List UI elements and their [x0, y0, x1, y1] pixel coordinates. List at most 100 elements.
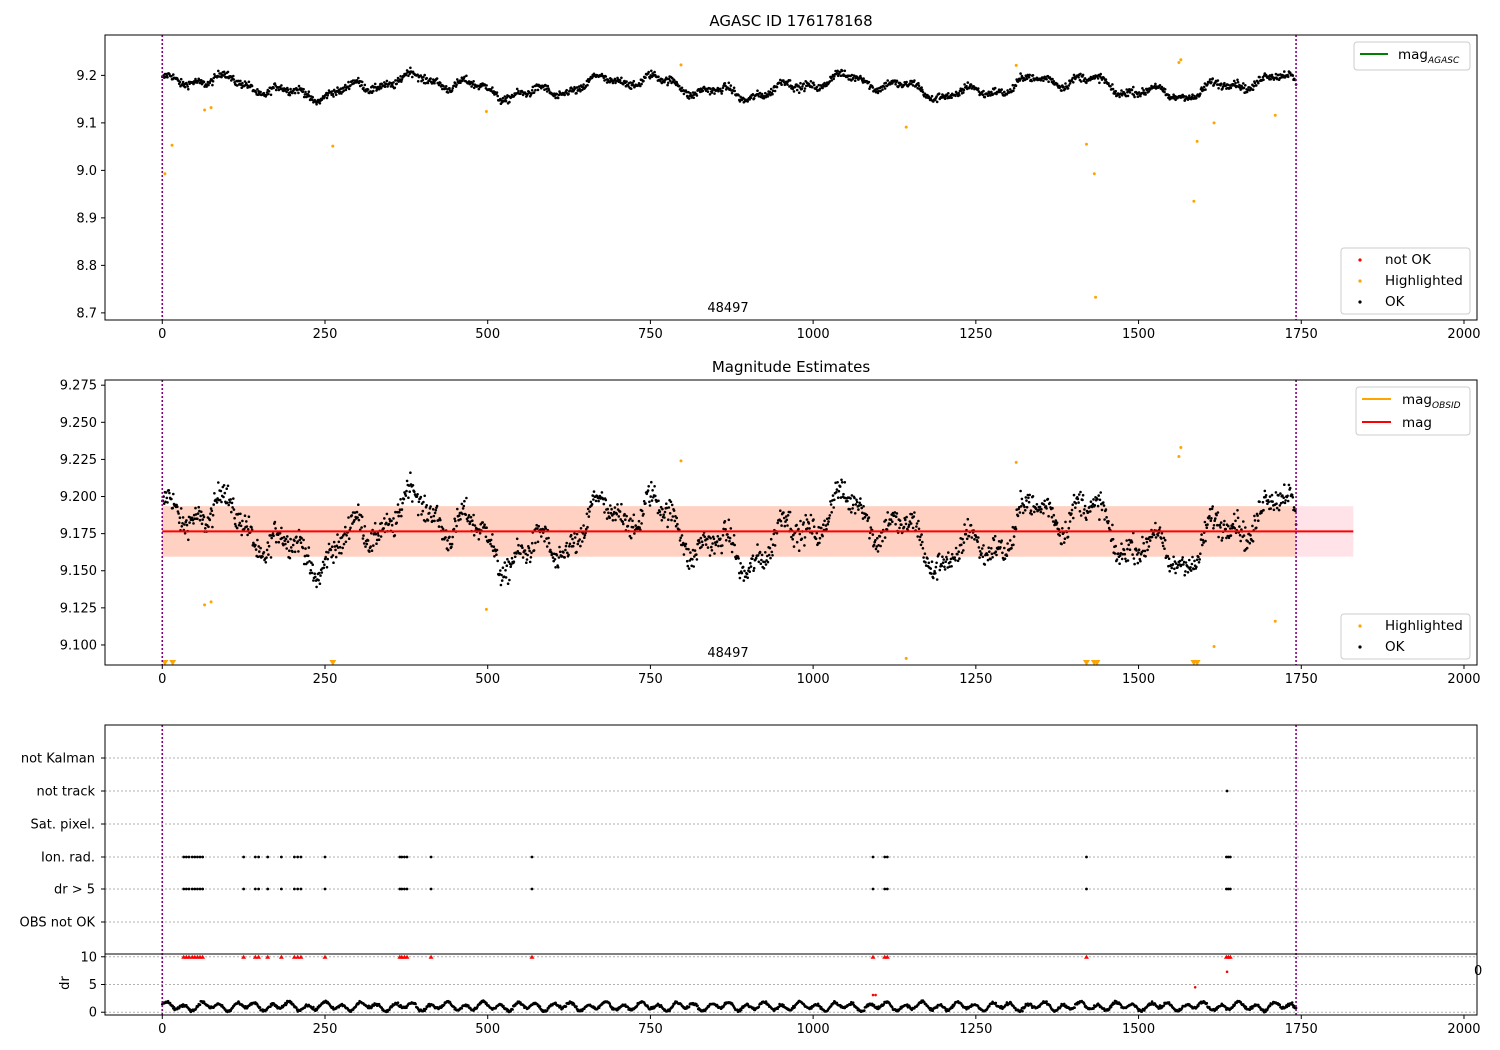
ok-point	[642, 500, 646, 503]
ok-point	[210, 509, 214, 513]
ok-point	[805, 518, 809, 521]
ok-point	[766, 560, 770, 564]
ok-point	[1059, 85, 1062, 88]
ok-point	[975, 535, 978, 539]
ok-point	[1251, 88, 1255, 91]
ok-point	[1018, 511, 1022, 514]
ok-point	[377, 87, 381, 91]
ok-point	[311, 563, 315, 566]
ok-point	[1028, 493, 1031, 497]
ok-point	[602, 502, 606, 506]
ok-point	[166, 501, 169, 504]
ok-point	[1283, 483, 1286, 487]
ok-point	[547, 89, 551, 92]
ok-point	[1098, 81, 1101, 85]
ok-point	[389, 85, 393, 88]
ok-point	[810, 532, 814, 535]
ok-point	[862, 505, 865, 508]
ok-point	[730, 550, 734, 554]
dr-point	[275, 1004, 279, 1008]
ok-point	[568, 89, 572, 92]
ok-point	[872, 543, 876, 547]
ok-point	[1132, 557, 1136, 560]
ok-point	[505, 96, 509, 99]
ok-point	[1064, 82, 1067, 85]
ok-point	[297, 91, 300, 95]
ok-point	[803, 87, 807, 90]
ok-point	[1262, 508, 1265, 512]
ok-point	[544, 527, 548, 530]
ok-point	[1181, 556, 1184, 559]
ok-point	[982, 544, 985, 547]
ok-point	[606, 507, 609, 511]
ok-point	[727, 518, 731, 522]
ok-point	[385, 82, 388, 86]
ok-point	[1227, 83, 1230, 87]
ok-point	[312, 579, 315, 582]
ok-point	[241, 81, 244, 85]
panel-magnitude-estimates: Magnitude Estimates 0 250 500 750 1000 1250 15…	[60, 358, 1481, 687]
ok-point	[1079, 80, 1083, 83]
ok-point	[501, 566, 505, 569]
flag-point	[883, 887, 887, 891]
ok-point	[1071, 503, 1074, 507]
ok-point	[604, 75, 608, 78]
ok-point	[942, 94, 945, 97]
ok-point	[733, 543, 736, 547]
ok-point	[1120, 557, 1124, 561]
ok-point	[949, 557, 953, 561]
ok-point	[1014, 527, 1018, 531]
ok-point	[382, 527, 386, 530]
ok-point	[1102, 501, 1105, 504]
ok-point	[183, 523, 186, 526]
ok-point	[194, 506, 197, 510]
ok-point	[372, 89, 375, 93]
ok-point	[1226, 534, 1229, 538]
ok-point	[773, 544, 777, 547]
ok-point	[318, 582, 322, 585]
ok-point	[1019, 72, 1022, 75]
ok-point	[196, 512, 200, 515]
ok-point	[335, 544, 339, 548]
vertical-lines	[161, 380, 1297, 665]
ok-point	[1111, 537, 1115, 541]
ok-point	[1229, 86, 1233, 90]
ok-point	[771, 543, 775, 546]
ok-point	[1161, 541, 1164, 545]
ok-point	[978, 550, 982, 553]
ok-point	[1074, 506, 1077, 510]
ok-point	[540, 86, 543, 90]
ok-point	[295, 535, 298, 539]
ok-point	[537, 524, 540, 528]
ok-point	[775, 531, 779, 535]
ok-point	[274, 527, 277, 530]
ok-point	[583, 534, 587, 537]
ok-point	[1070, 508, 1074, 512]
ok-point	[1158, 84, 1162, 87]
ok-point	[724, 528, 727, 531]
ok-point	[459, 81, 462, 84]
x-tick-label: 0	[158, 327, 166, 342]
ok-point	[582, 83, 585, 86]
ok-point	[1212, 527, 1215, 530]
ok-point	[794, 85, 797, 89]
ok-point	[1081, 498, 1084, 502]
ok-point	[222, 70, 226, 74]
flag-point	[184, 855, 188, 859]
ok-point	[831, 494, 835, 497]
ok-point	[773, 89, 777, 93]
ok-point	[1262, 78, 1265, 82]
ok-point	[729, 527, 733, 530]
ok-point	[1126, 94, 1130, 98]
ok-point	[1025, 77, 1029, 81]
ok-point	[719, 537, 722, 541]
ok-point	[1270, 493, 1274, 497]
ok-point	[347, 87, 351, 91]
ok-point	[380, 82, 384, 86]
ok-point	[1275, 502, 1278, 506]
ok-point	[1070, 512, 1073, 515]
ok-point	[752, 97, 756, 100]
ok-point	[291, 550, 294, 553]
ok-point	[254, 548, 258, 551]
ok-point	[1051, 520, 1055, 523]
